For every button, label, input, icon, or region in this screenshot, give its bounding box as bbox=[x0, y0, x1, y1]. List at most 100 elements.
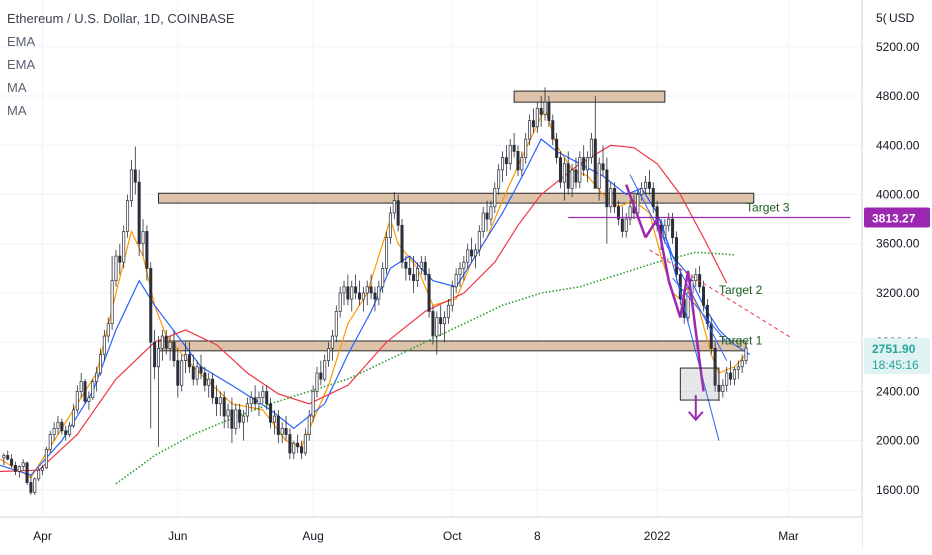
indicator-ema-2[interactable]: EMA bbox=[7, 57, 36, 72]
price-tick-label: 1600.00 bbox=[876, 483, 920, 497]
candle-down bbox=[83, 381, 87, 402]
candle-up bbox=[2, 455, 6, 459]
candle-up bbox=[242, 415, 246, 423]
indicator-ma-1[interactable]: MA bbox=[7, 80, 27, 95]
candle-up bbox=[95, 372, 99, 382]
candle-down bbox=[729, 372, 733, 380]
candle-down bbox=[265, 391, 269, 405]
time-tick-label: Jun bbox=[168, 529, 187, 543]
trend-line[interactable] bbox=[672, 277, 728, 343]
trend-line[interactable] bbox=[629, 174, 728, 361]
candle-up bbox=[446, 304, 450, 318]
trend-line[interactable] bbox=[686, 270, 705, 392]
candle-down bbox=[702, 286, 706, 306]
price-tick-label: 4800.00 bbox=[876, 89, 920, 103]
candle-up bbox=[114, 255, 118, 282]
candle-down bbox=[145, 231, 149, 269]
candle-down bbox=[133, 169, 137, 183]
candle-down bbox=[647, 181, 651, 189]
candle-down bbox=[613, 187, 617, 208]
candle-up bbox=[721, 384, 725, 392]
candle-down bbox=[439, 317, 443, 325]
candle-down bbox=[319, 372, 323, 380]
candle-down bbox=[29, 482, 33, 493]
candle-up bbox=[640, 187, 644, 195]
candle-down bbox=[172, 341, 176, 362]
candle-up bbox=[307, 415, 311, 435]
zone-rect[interactable] bbox=[157, 192, 755, 204]
candle-down bbox=[296, 442, 300, 448]
candle-down bbox=[118, 255, 122, 263]
candle-up bbox=[218, 397, 222, 405]
candle-up bbox=[68, 425, 72, 435]
candle-up bbox=[473, 249, 477, 257]
candle-up bbox=[330, 335, 334, 349]
candle-up bbox=[52, 428, 56, 435]
price-axis-bg bbox=[862, 0, 932, 550]
candle-down bbox=[558, 157, 563, 183]
candle-up bbox=[732, 368, 736, 380]
candle-up bbox=[636, 194, 640, 214]
time-axis[interactable]: Apr Jun Aug Oct 8 2022 Mar bbox=[0, 516, 862, 550]
target-label: Target 1 bbox=[719, 334, 763, 348]
zone-rect[interactable] bbox=[157, 340, 747, 352]
candle-down bbox=[211, 378, 215, 398]
candle-down bbox=[551, 120, 555, 140]
candle-down bbox=[164, 335, 168, 349]
zone-rect[interactable] bbox=[513, 90, 666, 103]
candle-down bbox=[60, 421, 64, 432]
trend-line[interactable] bbox=[644, 218, 659, 239]
candle-down bbox=[582, 157, 586, 171]
candle-down bbox=[651, 187, 655, 208]
candle-up bbox=[110, 280, 114, 325]
indicator-ema-1[interactable]: EMA bbox=[7, 34, 36, 49]
trend-line[interactable] bbox=[625, 184, 647, 239]
candle-down bbox=[276, 415, 280, 435]
price-tick-label: 2400.00 bbox=[876, 384, 920, 398]
candle-down bbox=[10, 458, 14, 466]
candle-down bbox=[191, 366, 195, 380]
drawings[interactable] bbox=[568, 174, 851, 441]
candle-up bbox=[156, 348, 160, 368]
candle-up bbox=[543, 101, 547, 115]
candle-down bbox=[593, 138, 597, 189]
candle-up bbox=[323, 360, 327, 380]
candle-up bbox=[481, 212, 485, 232]
trend-line[interactable] bbox=[679, 270, 690, 318]
candle-up bbox=[586, 157, 590, 171]
candle-up bbox=[226, 409, 230, 417]
trend-line[interactable] bbox=[655, 218, 670, 281]
candle-down bbox=[504, 157, 508, 165]
price-axis-partial-tick: 5( bbox=[876, 11, 887, 25]
consolidation-box[interactable] bbox=[679, 367, 720, 401]
candle-down bbox=[709, 323, 713, 349]
candle-up bbox=[624, 218, 628, 232]
candle-up bbox=[98, 354, 103, 374]
candle-down bbox=[288, 434, 292, 454]
trend-line[interactable] bbox=[649, 249, 793, 339]
candle-up bbox=[609, 187, 613, 208]
candle-up bbox=[644, 181, 648, 189]
price-axis[interactable]: 5(USD1600.002000.002400.002800.003200.00… bbox=[861, 0, 932, 550]
candle-down bbox=[512, 144, 516, 152]
candle-up bbox=[466, 249, 470, 263]
candle-up bbox=[41, 467, 45, 471]
candle-down bbox=[253, 397, 257, 405]
candle-up bbox=[122, 231, 126, 263]
candle-up bbox=[454, 274, 458, 288]
trend-line[interactable] bbox=[667, 280, 682, 318]
currency-label[interactable]: USD bbox=[889, 11, 915, 25]
candle-up bbox=[392, 200, 396, 214]
price-tick-label: 4000.00 bbox=[876, 187, 920, 201]
indicator-ma-2[interactable]: MA bbox=[7, 103, 27, 118]
candle-down bbox=[400, 224, 404, 263]
trend-line[interactable] bbox=[660, 218, 720, 441]
candle-up bbox=[292, 442, 296, 454]
candle-up bbox=[334, 311, 338, 337]
candle-down bbox=[516, 151, 520, 171]
candle-up bbox=[686, 292, 690, 318]
candle-up bbox=[493, 187, 497, 208]
candle-up bbox=[443, 317, 447, 325]
